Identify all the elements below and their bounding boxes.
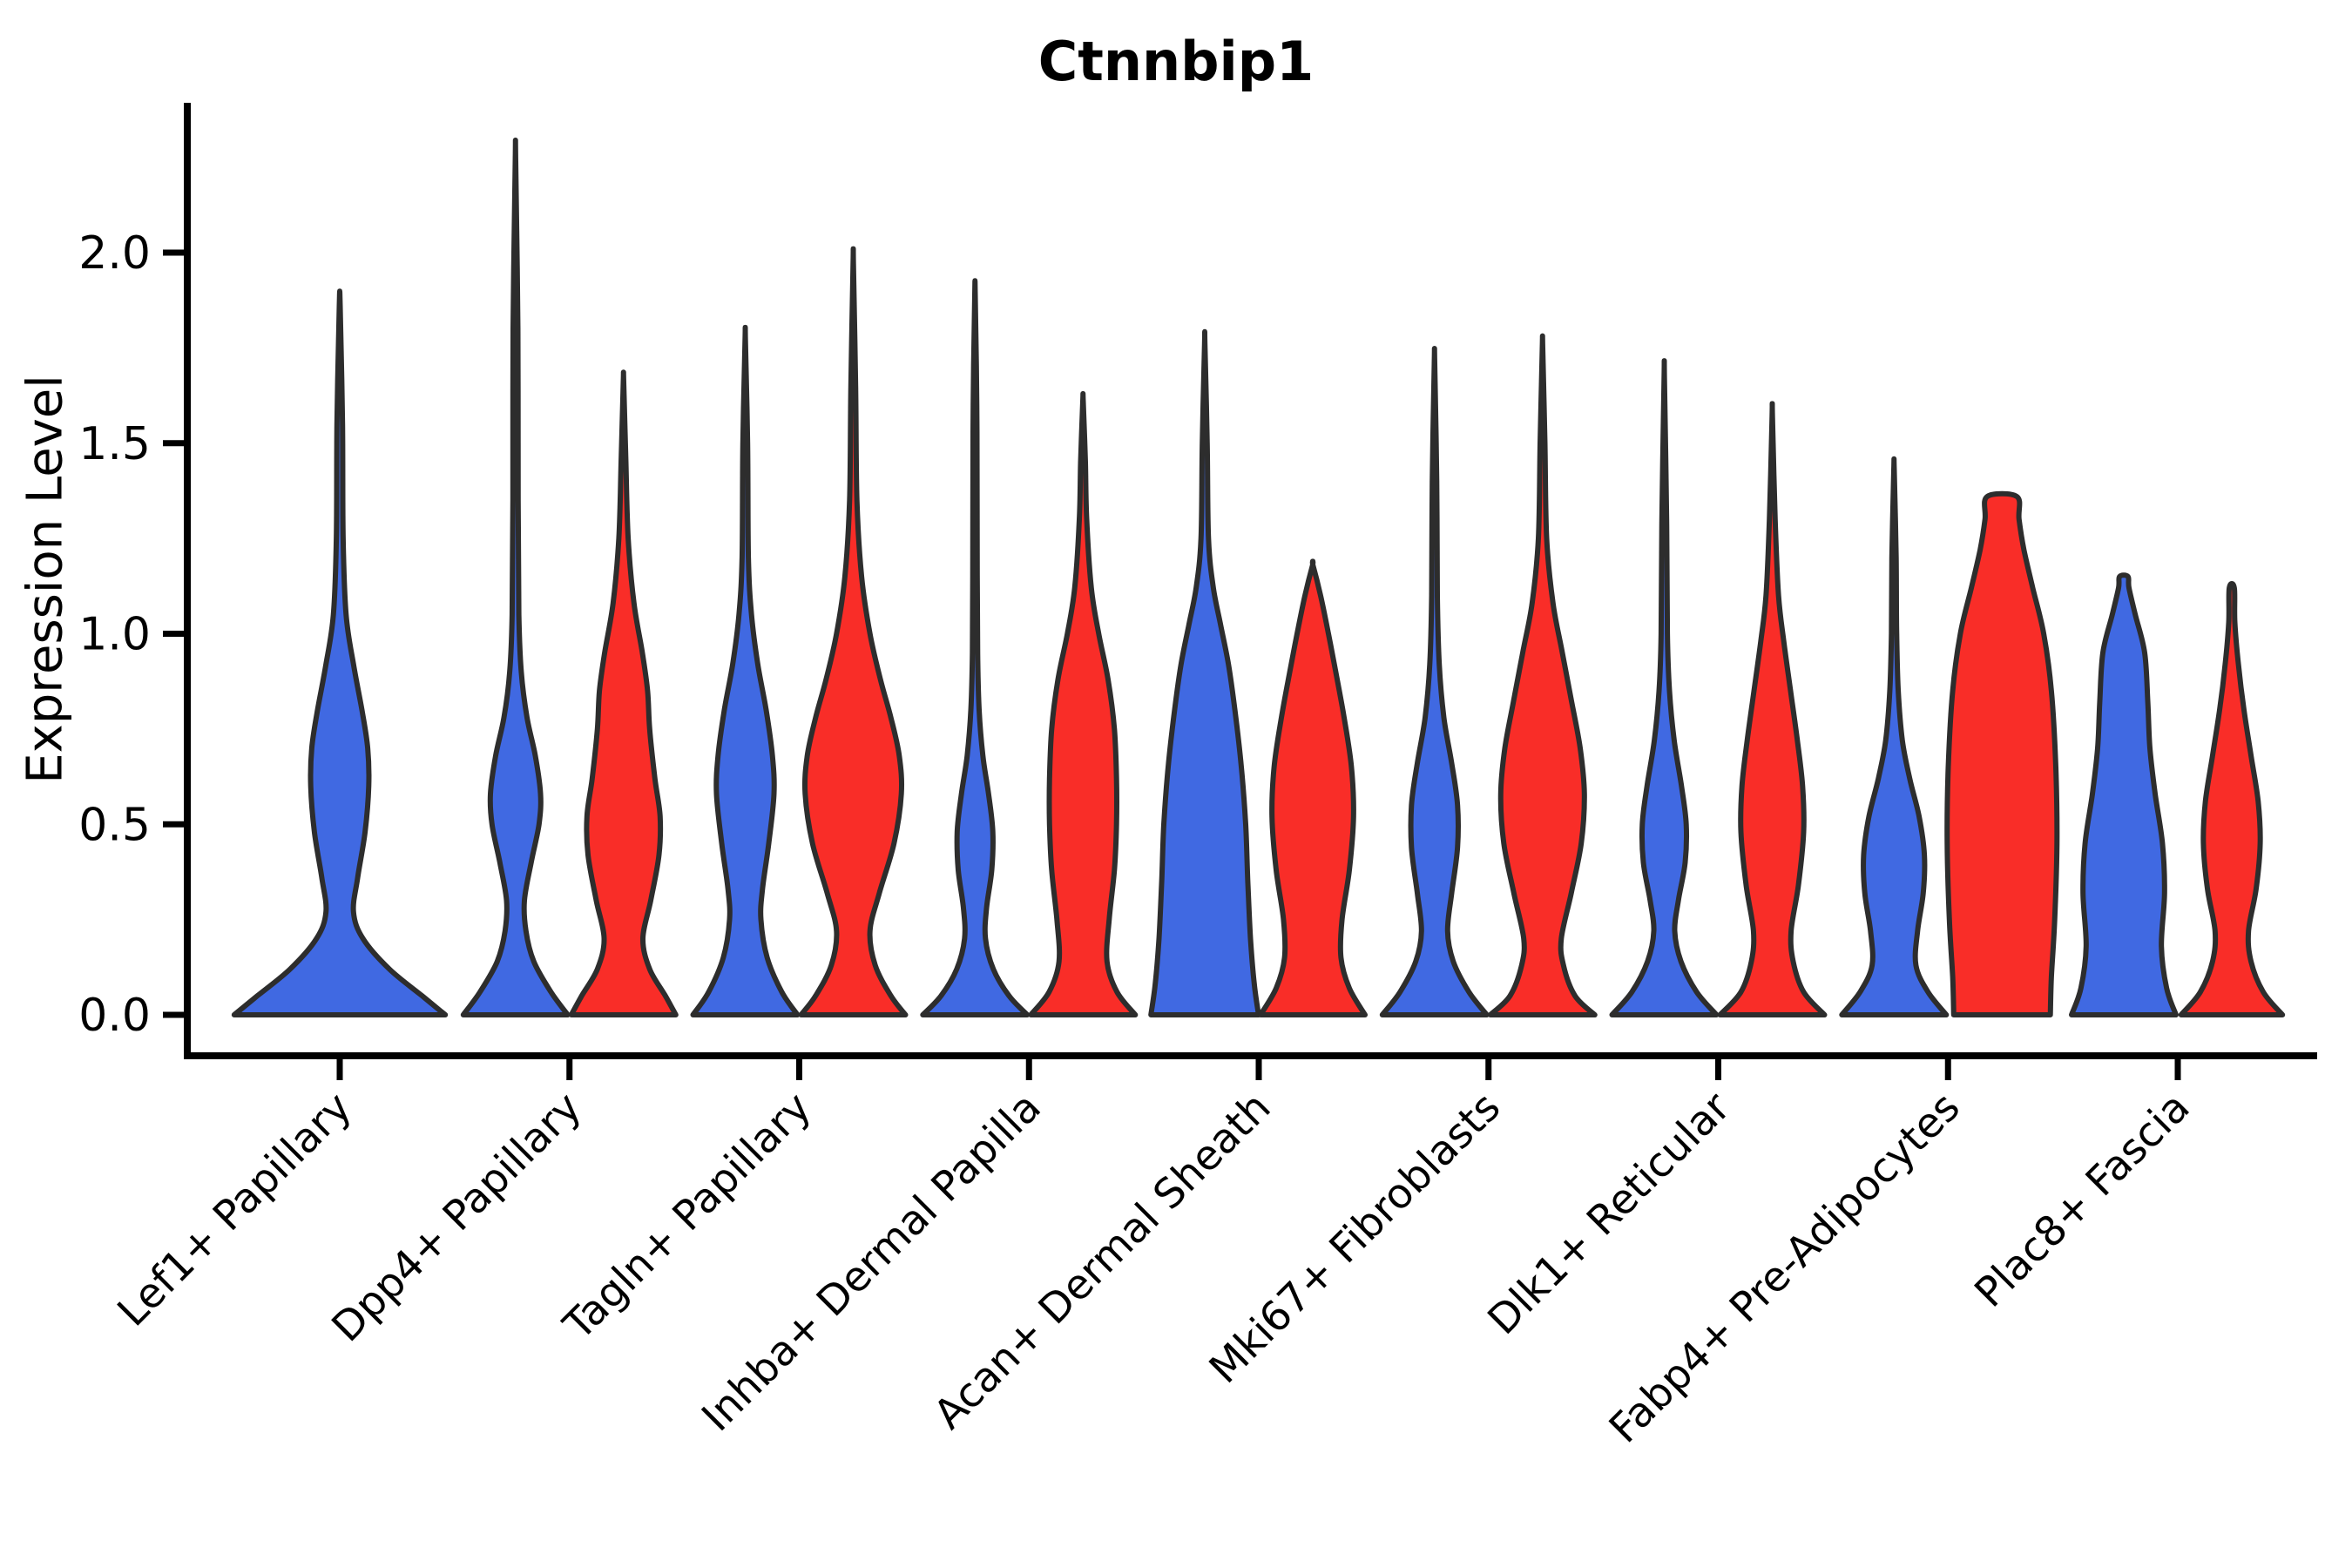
- violin-plac8-fascia-series1: [2069, 572, 2179, 1017]
- violin-dpp4-papillary-series1: [460, 138, 571, 1017]
- violin-mki67-fibroblasts-series1: [1379, 345, 1490, 1017]
- violin-acan-dermal-sheath-series1: [1148, 328, 1261, 1017]
- violin-inhba-dermal-papilla-series1: [920, 278, 1031, 1017]
- y-tick-label: 2.0: [78, 227, 151, 280]
- page-title: Ctnnbip1: [1037, 30, 1315, 93]
- violin-tagln-papillary-series2: [798, 246, 909, 1017]
- violin-dlk1-reticular-series1: [1609, 358, 1720, 1017]
- violin-acan-dermal-sheath-series2: [1258, 558, 1368, 1017]
- violin-fabp4-pre-adipocytes-series1: [1839, 456, 1950, 1017]
- x-tick-label: Plac8+ Fascia: [1966, 1084, 2200, 1317]
- violin-fabp4-pre-adipocytes-series2: [1944, 490, 2060, 1017]
- x-tick-label: Tagln+ Papillary: [554, 1084, 821, 1350]
- violin-dlk1-reticular-series2: [1717, 401, 1828, 1017]
- y-tick-label: 1.0: [78, 609, 151, 661]
- y-tick-label: 0.0: [78, 990, 151, 1042]
- violin-inhba-dermal-papilla-series2: [1028, 390, 1139, 1017]
- y-tick-label: 1.5: [78, 418, 151, 470]
- violin-dpp4-papillary-series2: [568, 369, 679, 1017]
- x-tick-label: Dlk1+ Reticular: [1479, 1083, 1740, 1344]
- x-tick-label: Dpp4+ Papillary: [323, 1084, 591, 1352]
- violin-plac8-fascia-series2: [2178, 581, 2286, 1017]
- x-tick-label: Lef1+ Papillary: [109, 1084, 362, 1336]
- violin-lef1-papillary-series1: [231, 288, 449, 1017]
- y-tick-label: 0.5: [78, 799, 151, 851]
- violin-mki67-fibroblasts-series2: [1487, 333, 1598, 1017]
- violin-tagln-papillary-series1: [690, 324, 801, 1017]
